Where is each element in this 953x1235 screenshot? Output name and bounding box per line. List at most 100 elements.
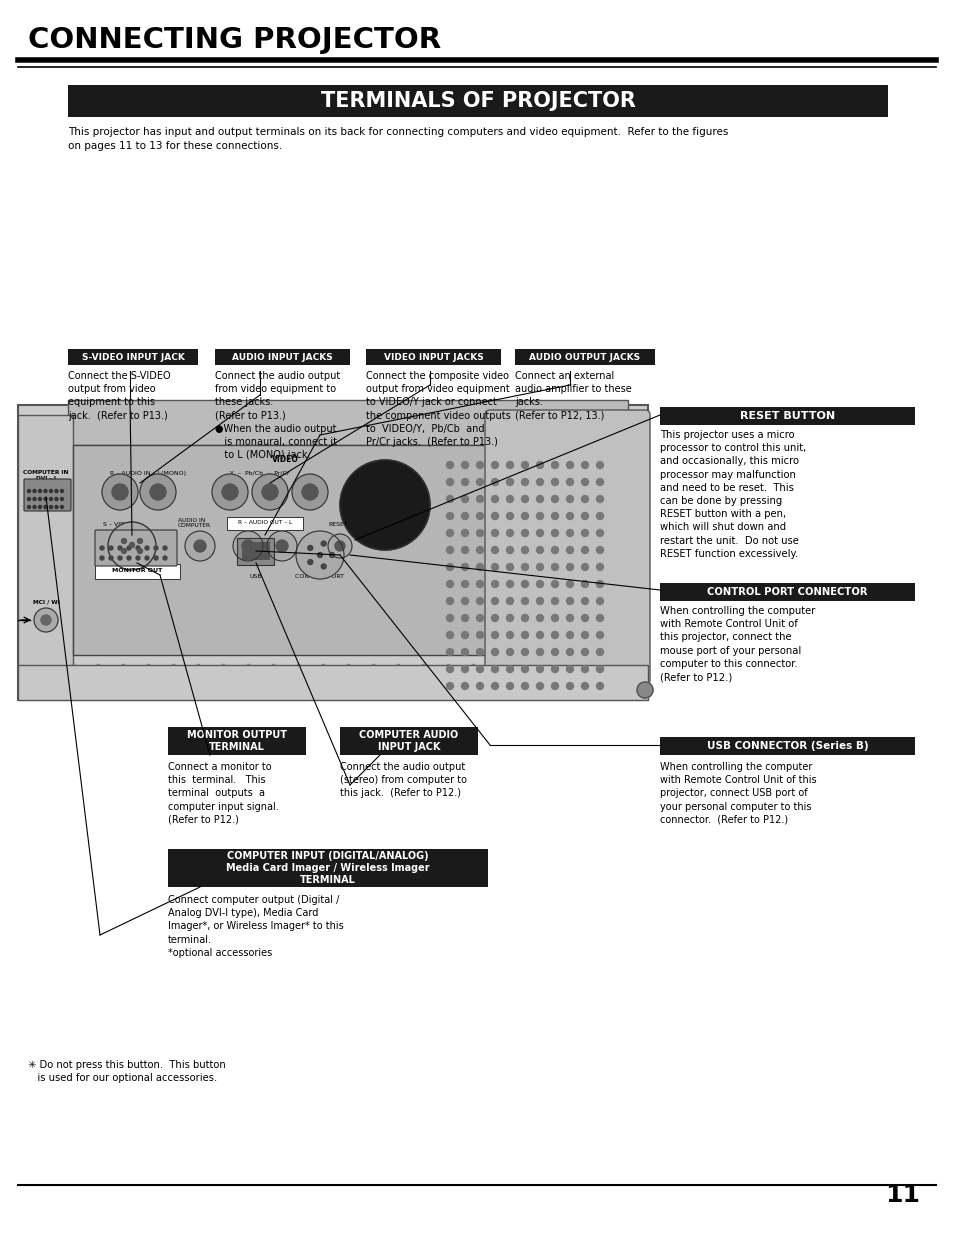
FancyBboxPatch shape — [168, 848, 488, 887]
Circle shape — [491, 530, 498, 536]
FancyBboxPatch shape — [227, 516, 303, 530]
Circle shape — [292, 474, 328, 510]
Circle shape — [446, 615, 453, 621]
Circle shape — [461, 563, 468, 571]
Circle shape — [446, 563, 453, 571]
Circle shape — [521, 513, 528, 520]
Text: Connect the audio output
(stereo) from computer to
this jack.  (Refer to P12.): Connect the audio output (stereo) from c… — [339, 762, 467, 798]
Circle shape — [60, 505, 64, 509]
Circle shape — [461, 530, 468, 536]
Circle shape — [127, 556, 131, 559]
Circle shape — [521, 530, 528, 536]
Circle shape — [551, 580, 558, 588]
Text: 11: 11 — [884, 1183, 919, 1207]
Text: USB: USB — [250, 573, 262, 578]
Circle shape — [491, 666, 498, 673]
Circle shape — [536, 495, 543, 503]
Circle shape — [118, 546, 122, 550]
FancyBboxPatch shape — [18, 405, 647, 700]
Circle shape — [551, 462, 558, 468]
FancyBboxPatch shape — [73, 445, 493, 655]
Circle shape — [446, 547, 453, 553]
Circle shape — [581, 462, 588, 468]
Circle shape — [551, 478, 558, 485]
Circle shape — [536, 530, 543, 536]
Circle shape — [446, 495, 453, 503]
Circle shape — [566, 683, 573, 689]
Circle shape — [461, 631, 468, 638]
Circle shape — [446, 462, 453, 468]
FancyBboxPatch shape — [68, 400, 627, 445]
Circle shape — [446, 478, 453, 485]
Text: S – VIDEO ▾: S – VIDEO ▾ — [103, 522, 139, 527]
Circle shape — [536, 666, 543, 673]
Circle shape — [596, 683, 603, 689]
Text: MONITOR OUTPUT
TERMINAL: MONITOR OUTPUT TERMINAL — [187, 730, 287, 752]
Circle shape — [506, 648, 513, 656]
Circle shape — [121, 548, 127, 553]
Circle shape — [446, 631, 453, 638]
Text: Connect computer output (Digital /
Analog DVI-I type), Media Card
Imager*, or Wi: Connect computer output (Digital / Analo… — [168, 895, 343, 958]
Circle shape — [44, 498, 47, 500]
Text: AUDIO IN
COMPUTER: AUDIO IN COMPUTER — [178, 517, 211, 529]
Circle shape — [551, 683, 558, 689]
Circle shape — [521, 615, 528, 621]
Circle shape — [28, 505, 30, 509]
Circle shape — [328, 534, 352, 558]
Circle shape — [308, 559, 313, 564]
Text: MONITOR OUT: MONITOR OUT — [112, 568, 162, 573]
Circle shape — [581, 580, 588, 588]
Circle shape — [566, 648, 573, 656]
Circle shape — [521, 598, 528, 604]
Circle shape — [581, 598, 588, 604]
Circle shape — [521, 563, 528, 571]
Circle shape — [461, 580, 468, 588]
Circle shape — [262, 484, 277, 500]
FancyBboxPatch shape — [68, 350, 198, 366]
Circle shape — [60, 489, 64, 493]
FancyBboxPatch shape — [214, 350, 350, 366]
Text: COMPUTER INPUT (DIGITAL/ANALOG)
Media Card Imager / Wireless Imager
TERMINAL: COMPUTER INPUT (DIGITAL/ANALOG) Media Ca… — [226, 851, 430, 885]
Circle shape — [136, 546, 140, 550]
Circle shape — [185, 531, 214, 561]
Text: AUDIO INPUT JACKS: AUDIO INPUT JACKS — [232, 352, 333, 362]
Circle shape — [476, 580, 483, 588]
Circle shape — [581, 530, 588, 536]
FancyBboxPatch shape — [68, 85, 887, 117]
Circle shape — [295, 531, 344, 579]
Circle shape — [476, 683, 483, 689]
Circle shape — [566, 631, 573, 638]
Circle shape — [112, 484, 128, 500]
Text: RESET: RESET — [328, 522, 348, 527]
Circle shape — [596, 563, 603, 571]
Circle shape — [491, 615, 498, 621]
Circle shape — [476, 495, 483, 503]
Circle shape — [153, 556, 158, 559]
Circle shape — [506, 615, 513, 621]
Circle shape — [461, 648, 468, 656]
Circle shape — [476, 648, 483, 656]
Circle shape — [140, 474, 175, 510]
Circle shape — [506, 530, 513, 536]
Circle shape — [109, 556, 112, 559]
Circle shape — [317, 552, 322, 557]
Circle shape — [130, 542, 134, 547]
Text: CONNECTING PROJECTOR: CONNECTING PROJECTOR — [28, 26, 440, 54]
Circle shape — [233, 531, 263, 561]
FancyBboxPatch shape — [484, 410, 649, 685]
Circle shape — [491, 513, 498, 520]
Circle shape — [551, 530, 558, 536]
Circle shape — [491, 598, 498, 604]
Circle shape — [153, 546, 158, 550]
Circle shape — [566, 615, 573, 621]
Circle shape — [596, 648, 603, 656]
Circle shape — [596, 478, 603, 485]
Circle shape — [566, 513, 573, 520]
Circle shape — [637, 682, 652, 698]
Circle shape — [581, 631, 588, 638]
Circle shape — [506, 478, 513, 485]
FancyBboxPatch shape — [366, 350, 500, 366]
Circle shape — [109, 546, 112, 550]
Circle shape — [566, 598, 573, 604]
Circle shape — [521, 495, 528, 503]
